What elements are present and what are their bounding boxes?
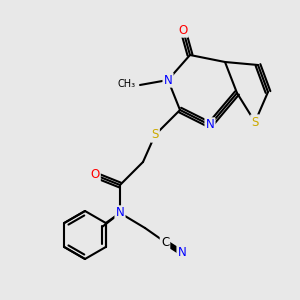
Text: N: N bbox=[116, 206, 124, 220]
Text: S: S bbox=[251, 116, 259, 128]
Text: S: S bbox=[151, 128, 159, 142]
Text: N: N bbox=[164, 74, 172, 86]
Text: CH₃: CH₃ bbox=[118, 79, 136, 89]
Text: O: O bbox=[90, 169, 100, 182]
Text: N: N bbox=[206, 118, 214, 131]
Text: C: C bbox=[161, 236, 169, 248]
Text: N: N bbox=[178, 247, 186, 260]
Text: O: O bbox=[178, 23, 188, 37]
